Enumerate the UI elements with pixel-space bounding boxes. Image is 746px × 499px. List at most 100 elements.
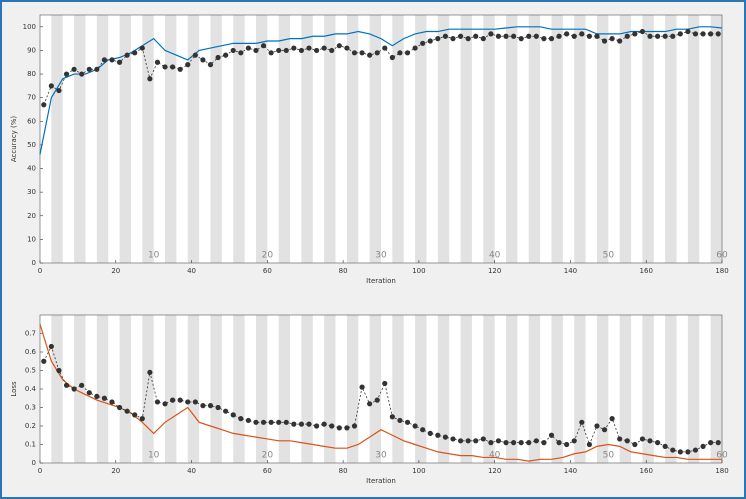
validation-point [132,412,138,418]
x-tick-label: 140 [564,467,577,475]
validation-point [223,408,229,414]
validation-point [344,45,350,51]
epoch-stripe [142,315,154,463]
validation-point [298,47,305,54]
epoch-stripe [301,315,313,463]
validation-point [533,33,539,39]
epoch-label: 10 [148,251,160,261]
epoch-label: 30 [375,251,387,261]
validation-point [177,397,183,403]
validation-point [571,33,577,39]
validation-point [488,440,494,446]
validation-point [238,416,244,422]
validation-point [389,54,395,61]
epoch-label: 40 [489,251,501,261]
validation-point [41,102,47,108]
validation-point [306,421,312,427]
y-tick-label: 20 [27,212,36,220]
validation-point [692,447,699,453]
validation-point [548,36,555,42]
validation-point [465,36,471,42]
validation-point [518,36,524,42]
y-tick-label: 30 [27,188,36,196]
validation-point [185,62,191,68]
epoch-stripe [415,315,427,463]
series-line [39,26,723,155]
epoch-stripe [255,315,268,463]
x-tick-label: 120 [488,467,501,475]
validation-point [586,33,592,39]
epoch-stripe [210,15,222,263]
validation-point [518,440,524,446]
validation-point [109,57,115,63]
validation-point [594,33,600,39]
validation-point [283,419,289,425]
x-tick-label: 40 [187,467,196,475]
y-tick-label: 0.1 [25,441,36,449]
validation-point [374,397,380,403]
validation-point [367,401,373,407]
epoch-stripe [619,315,632,463]
epoch-stripe [392,315,404,463]
validation-point [435,36,441,42]
validation-point [313,47,320,54]
y-tick-label: 0 [32,459,36,467]
epoch-stripe [51,315,63,463]
y-tick-label: 100 [23,23,36,31]
epoch-stripe [574,315,586,463]
validation-point [541,440,547,446]
epoch-label: 50 [603,451,615,461]
validation-point [457,438,464,444]
epoch-stripe [255,15,268,263]
epoch-stripe [528,15,541,263]
validation-point [116,404,123,411]
validation-point [41,358,47,364]
validation-point [260,419,267,425]
validation-point [253,47,259,54]
validation-point [230,412,236,418]
validation-point [79,71,85,77]
validation-point [139,416,145,422]
y-axis-label: Loss [10,381,18,397]
epoch-stripe [369,15,381,263]
x-tick-label: 80 [339,267,348,275]
epoch-stripe [596,315,609,463]
validation-point [200,57,206,63]
validation-point [86,66,92,72]
validation-point [291,45,297,51]
validation-point [427,430,433,436]
validation-point [450,436,456,442]
validation-point [48,343,54,350]
validation-point [639,436,646,442]
epoch-stripe [392,15,404,263]
epoch-stripe [165,15,177,263]
validation-point [677,31,683,37]
epoch-stripe [51,15,63,263]
validation-point [94,66,100,72]
x-tick-label: 40 [187,267,196,275]
epoch-stripe [278,15,291,263]
epoch-stripe [142,15,154,263]
validation-point [109,399,115,405]
validation-point [260,43,267,49]
epoch-stripe [483,15,495,263]
validation-point [685,28,691,35]
epoch-stripe [187,315,200,463]
validation-point [503,440,509,446]
epoch-stripe [642,15,654,263]
epoch-stripe [574,15,586,263]
validation-point [56,87,62,94]
validation-point [670,447,676,453]
validation-point [601,427,608,433]
validation-point [192,399,198,405]
validation-point [427,38,433,44]
validation-point [86,390,92,396]
epoch-stripe [119,315,131,463]
x-tick-label: 60 [263,267,272,275]
validation-point [647,438,653,444]
epoch-stripe [687,15,700,263]
x-tick-label: 0 [38,467,42,475]
y-tick-label: 50 [27,141,36,149]
validation-point [586,441,592,448]
